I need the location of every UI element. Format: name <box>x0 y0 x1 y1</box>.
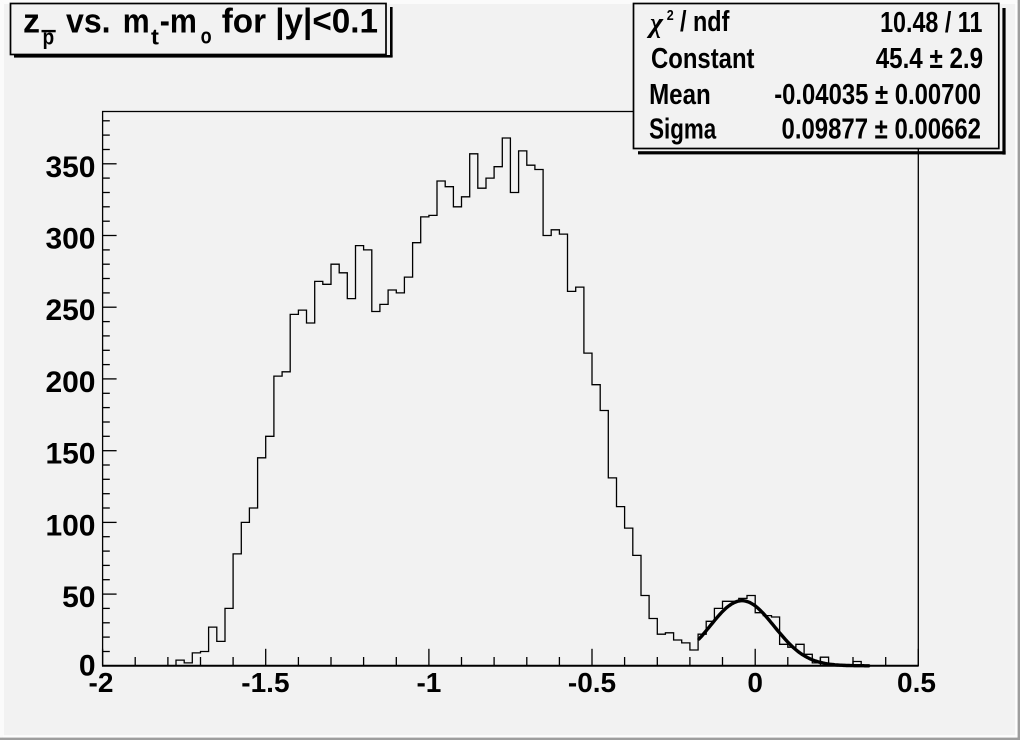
svg-text:-2: -2 <box>89 667 114 698</box>
svg-text:50: 50 <box>62 581 95 614</box>
svg-text:z: z <box>23 2 40 40</box>
svg-text:-0.04035 ± 0.00700: -0.04035 ± 0.00700 <box>774 79 981 111</box>
svg-text:0: 0 <box>747 667 763 698</box>
svg-text:45.4 ± 2.9: 45.4 ± 2.9 <box>876 43 983 75</box>
svg-text:vs.: vs. <box>66 2 111 40</box>
svg-text:0.5: 0.5 <box>897 667 936 698</box>
svg-text:-1.5: -1.5 <box>241 667 289 698</box>
svg-text:2: 2 <box>667 8 674 24</box>
svg-text:-1: -1 <box>416 667 441 698</box>
svg-text:0.09877 ± 0.00662: 0.09877 ± 0.00662 <box>782 113 982 145</box>
svg-text:χ: χ <box>646 8 664 39</box>
svg-text:350: 350 <box>45 151 95 184</box>
svg-text:Constant: Constant <box>651 43 755 75</box>
svg-text:10.48 / 11: 10.48 / 11 <box>880 7 982 39</box>
svg-text:t: t <box>151 24 160 49</box>
svg-text:0: 0 <box>79 649 96 682</box>
svg-text:-0.5: -0.5 <box>568 667 616 698</box>
svg-text:250: 250 <box>45 294 95 327</box>
svg-text:o: o <box>201 24 212 49</box>
svg-text:200: 200 <box>45 366 95 399</box>
svg-text:100: 100 <box>45 509 95 542</box>
svg-text:p: p <box>43 25 55 50</box>
svg-text:150: 150 <box>45 438 95 471</box>
svg-text:for |y|<0.1: for |y|<0.1 <box>222 2 378 40</box>
svg-text:-m: -m <box>160 2 197 40</box>
svg-text:Sigma: Sigma <box>649 113 717 145</box>
svg-text:m: m <box>123 2 150 40</box>
svg-text:Mean: Mean <box>649 79 711 111</box>
svg-text:/ ndf: / ndf <box>680 6 730 38</box>
svg-text:300: 300 <box>45 223 95 256</box>
